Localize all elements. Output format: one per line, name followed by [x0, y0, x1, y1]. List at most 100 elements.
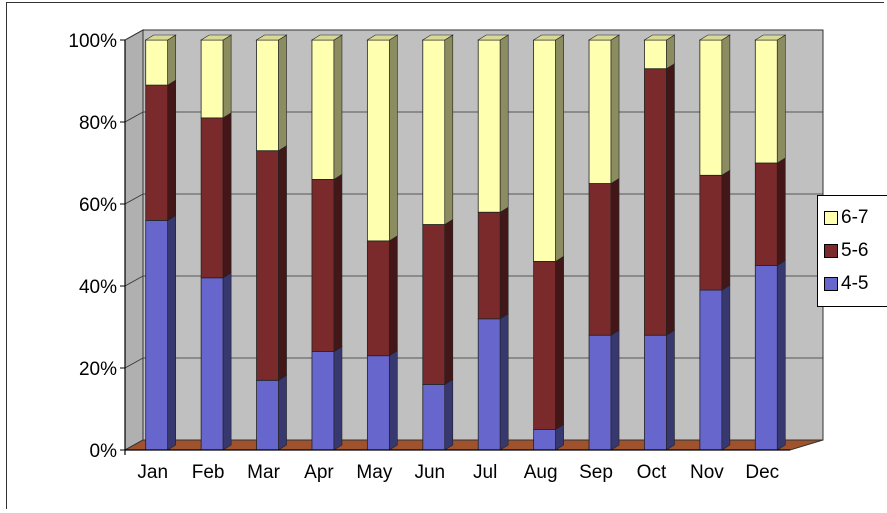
bar-top-jan [144, 34, 177, 41]
legend-swatch-5-6 [824, 244, 838, 258]
legend-swatch-6-7 [824, 211, 838, 225]
bar-side-dec-6-7 [776, 34, 786, 164]
legend-item-4-5: 4-5 [824, 273, 868, 295]
chart-side-wall [124, 29, 144, 451]
bar-side-jul-6-7 [499, 34, 509, 213]
x-tick-label-mar: Mar [247, 462, 280, 483]
bar-nov-4-5 [699, 289, 723, 451]
bar-side-jun-6-7 [444, 34, 454, 226]
x-tick-label-apr: Apr [304, 462, 334, 483]
bar-jul-4-5 [477, 318, 501, 451]
x-tick-label-jun: Jun [414, 462, 445, 483]
bar-side-dec-5-6 [776, 157, 786, 267]
bar-mar-4-5 [256, 379, 279, 451]
x-tick-label-sep: Sep [579, 462, 613, 483]
bar-jul-6-7 [477, 39, 501, 213]
bar-feb-4-5 [200, 277, 224, 451]
bar-top-sep [587, 34, 621, 41]
bar-side-feb-4-5 [222, 272, 232, 451]
bar-may-6-7 [366, 39, 390, 242]
bar-mar-5-6 [256, 150, 279, 381]
bar-side-oct-5-6 [666, 63, 675, 336]
chart-frame [6, 2, 884, 509]
bar-top-may [366, 34, 399, 41]
bar-side-mar-6-7 [278, 34, 287, 152]
bar-may-4-5 [366, 355, 390, 451]
gridline [124, 29, 823, 41]
bar-apr-6-7 [311, 39, 335, 180]
bar-aug-6-7 [533, 39, 557, 262]
bar-dec-5-6 [754, 162, 778, 266]
bar-dec-4-5 [754, 265, 778, 451]
bar-side-jan-5-6 [167, 79, 177, 221]
x-tick-label-jan: Jan [137, 462, 168, 483]
bar-may-5-6 [366, 240, 390, 357]
bar-apr-4-5 [311, 351, 335, 451]
bar-top-mar [255, 34, 288, 41]
legend-label-4-5: 4-5 [841, 273, 869, 294]
bar-side-nov-4-5 [721, 284, 731, 451]
bar-side-nov-6-7 [721, 34, 731, 176]
bar-mar-6-7 [256, 39, 279, 152]
x-tick-label-dec: Dec [745, 462, 779, 483]
bar-aug-4-5 [533, 429, 557, 451]
legend-swatch-4-5 [824, 277, 838, 291]
bar-side-jul-4-5 [499, 313, 509, 451]
bar-jan-5-6 [145, 84, 169, 221]
bar-side-aug-5-6 [555, 255, 564, 431]
bar-side-mar-4-5 [278, 374, 287, 451]
bar-side-feb-5-6 [222, 112, 232, 279]
chart-legend: 6-7 5-6 4-5 [817, 195, 887, 307]
bar-jun-6-7 [422, 39, 446, 225]
bar-side-sep-4-5 [610, 329, 620, 451]
bar-nov-5-6 [699, 174, 723, 291]
bar-top-dec [754, 34, 787, 41]
bar-jul-5-6 [477, 211, 501, 320]
bar-top-apr [310, 34, 344, 41]
bar-jan-4-5 [145, 219, 169, 451]
legend-label-6-7: 6-7 [841, 207, 869, 228]
bar-side-apr-4-5 [333, 346, 343, 451]
bar-side-may-6-7 [389, 34, 398, 242]
y-tick-label: 100% [68, 31, 117, 52]
bar-side-feb-6-7 [222, 34, 232, 119]
bar-top-jul [477, 34, 510, 41]
y-tick-label: 60% [79, 195, 117, 216]
bar-sep-4-5 [588, 334, 612, 451]
bar-top-aug [532, 34, 565, 41]
bar-side-sep-5-6 [610, 177, 620, 336]
bar-side-nov-5-6 [721, 169, 731, 291]
bar-oct-4-5 [644, 334, 667, 451]
bar-apr-5-6 [311, 178, 335, 352]
bar-top-oct [643, 34, 676, 41]
bar-side-dec-4-5 [776, 259, 786, 451]
bar-side-jun-5-6 [444, 218, 454, 385]
x-tick-label-nov: Nov [690, 462, 724, 483]
bar-side-jan-6-7 [167, 34, 177, 86]
bar-jun-5-6 [422, 224, 446, 385]
x-tick-label-jul: Jul [473, 462, 497, 483]
bar-nov-6-7 [699, 39, 723, 176]
bar-side-oct-6-7 [666, 34, 675, 70]
x-tick-label-oct: Oct [637, 462, 667, 483]
x-tick-label-may: May [356, 462, 392, 483]
bar-oct-5-6 [644, 68, 667, 336]
bar-side-jan-4-5 [167, 214, 177, 451]
bar-side-mar-5-6 [278, 145, 287, 381]
bar-top-feb [200, 34, 233, 41]
bar-jan-6-7 [145, 39, 169, 86]
y-tick-label: 20% [79, 359, 117, 380]
bar-side-sep-6-7 [610, 34, 620, 185]
bar-dec-6-7 [754, 39, 778, 164]
bar-feb-5-6 [200, 117, 224, 279]
x-tick-label-feb: Feb [192, 462, 225, 483]
bar-side-jun-4-5 [444, 378, 454, 451]
bar-oct-6-7 [644, 39, 667, 70]
bar-side-may-5-6 [389, 235, 398, 357]
bar-side-apr-5-6 [333, 173, 343, 353]
bar-feb-6-7 [200, 39, 224, 119]
bar-side-aug-6-7 [555, 34, 564, 262]
legend-item-5-6: 5-6 [824, 240, 868, 262]
bar-side-jul-5-6 [499, 206, 509, 320]
